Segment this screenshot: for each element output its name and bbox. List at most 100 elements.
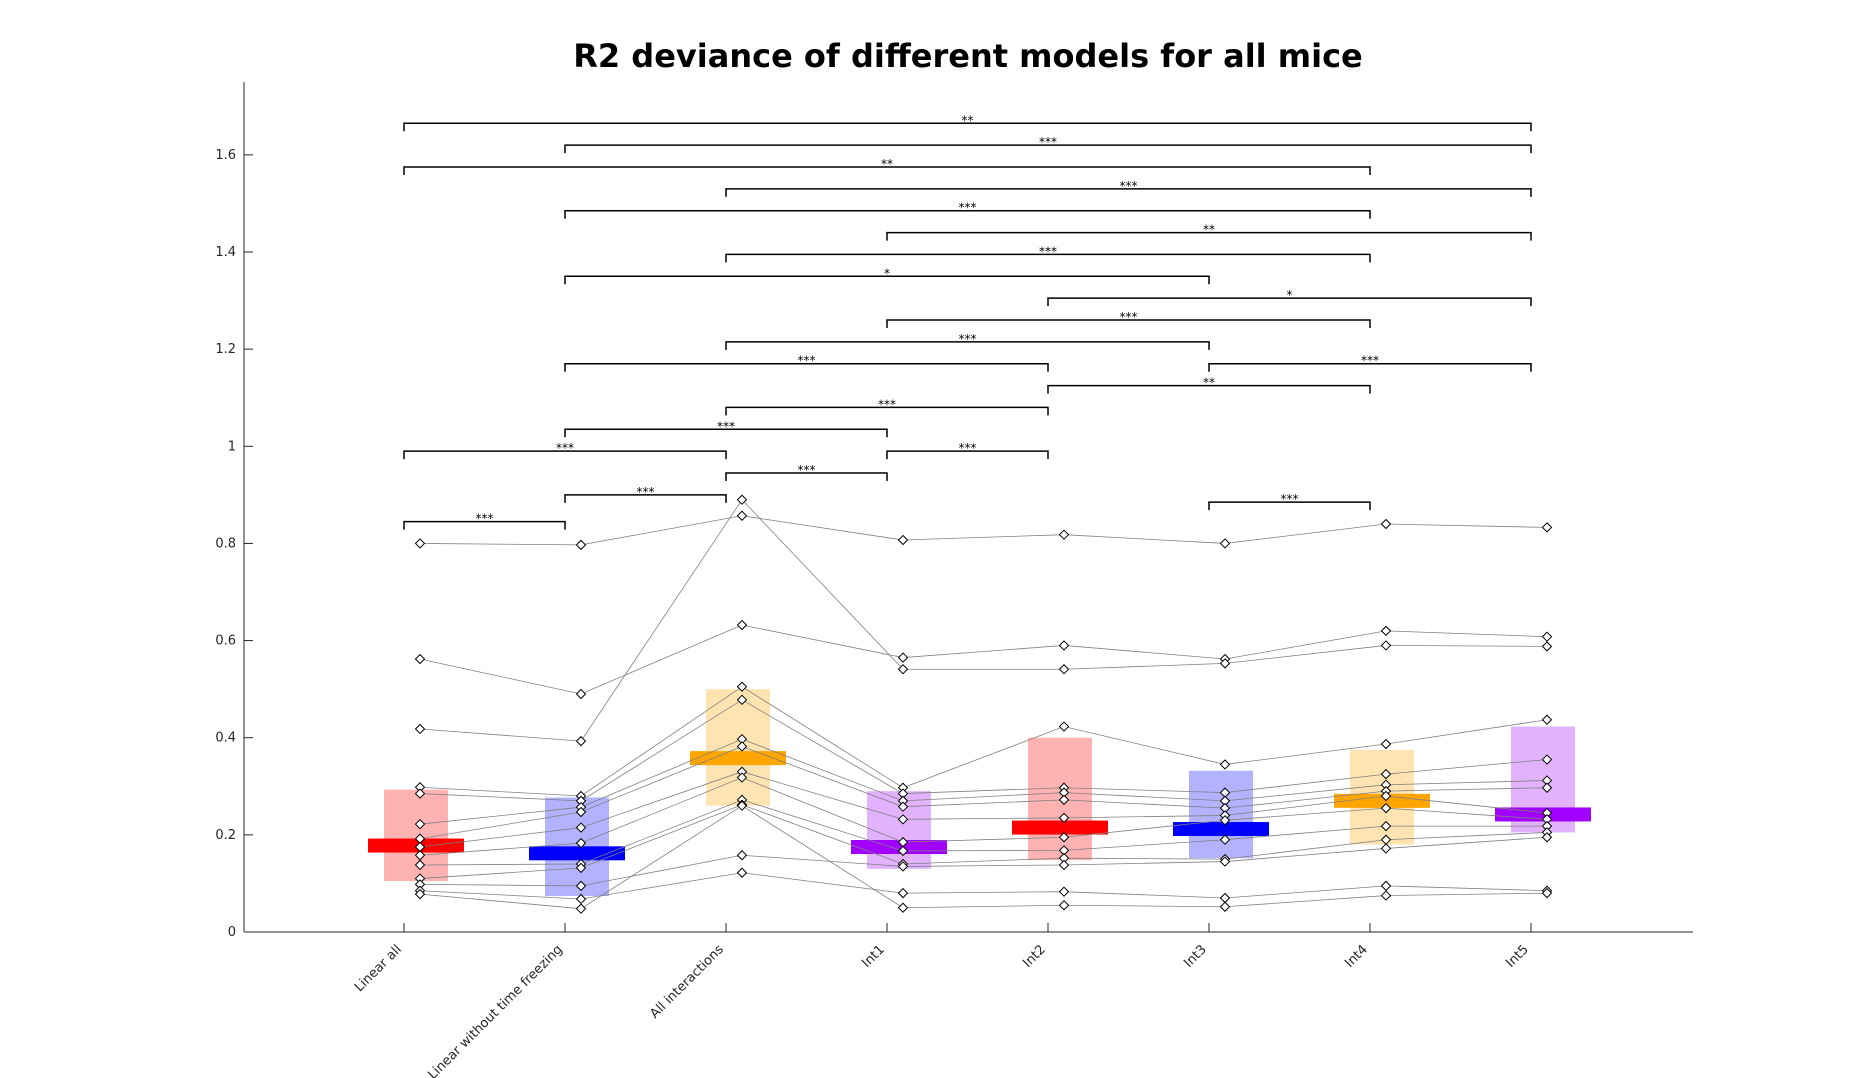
data-points — [414, 494, 1553, 914]
mean-bar — [1173, 822, 1269, 837]
significance-stars: *** — [637, 485, 655, 499]
significance-stars: *** — [1120, 179, 1138, 193]
data-point — [736, 867, 748, 878]
chart-title: R2 deviance of different models for all … — [573, 37, 1363, 75]
data-point — [1380, 790, 1392, 802]
data-point — [1219, 901, 1231, 912]
significance-stars: *** — [959, 201, 977, 215]
data-point — [736, 694, 748, 706]
data-point — [1058, 794, 1070, 806]
significance-bracket — [725, 472, 888, 481]
data-point — [1541, 782, 1553, 793]
data-point — [1380, 880, 1392, 892]
significance-bracket — [1208, 362, 1532, 372]
mouse-line — [419, 777, 1548, 856]
data-point — [897, 814, 909, 825]
data-point — [575, 880, 587, 892]
data-point — [414, 850, 426, 861]
significance-brackets: ************ ************** **************… — [403, 113, 1532, 530]
significance-bracket — [564, 144, 1532, 154]
significance-stars: *** — [878, 397, 896, 411]
mouse-line — [419, 836, 1548, 887]
mouse-line — [419, 746, 1548, 840]
data-point — [575, 893, 587, 905]
significance-bracket — [1208, 501, 1371, 511]
data-point — [1541, 832, 1553, 843]
data-point — [897, 652, 909, 663]
data-point — [575, 539, 587, 551]
data-point — [1058, 664, 1070, 675]
y-tick-label: 0.6 — [215, 634, 236, 649]
data-point — [897, 887, 909, 899]
x-tick-label: Linear without time freezing — [425, 942, 565, 1078]
data-point — [1058, 900, 1070, 911]
y-tick-label: 1.4 — [215, 245, 236, 260]
significance-stars: *** — [798, 463, 816, 477]
mouse-line — [419, 799, 1547, 866]
significance-stars: *** — [717, 419, 735, 433]
x-tick-label: Int3 — [1181, 942, 1210, 971]
data-point — [1380, 738, 1392, 750]
data-point — [1541, 754, 1553, 765]
y-tick-label: 0 — [228, 925, 236, 940]
data-point — [575, 688, 587, 700]
data-point — [1541, 522, 1553, 533]
data-point — [414, 723, 426, 735]
significance-bracket — [564, 275, 1210, 285]
significance-stars: *** — [476, 512, 494, 526]
data-point — [736, 494, 748, 505]
data-point — [1219, 892, 1231, 904]
significance-bracket — [725, 188, 1532, 197]
significance-stars: ** — [881, 157, 893, 171]
data-point — [897, 664, 909, 675]
x-tick-label: All interactions — [647, 942, 727, 1022]
summary-bands — [368, 689, 1591, 897]
significance-bracket — [1047, 297, 1532, 307]
significance-bracket — [403, 450, 727, 460]
data-point — [414, 818, 426, 830]
data-point — [736, 772, 748, 783]
mouse-line — [419, 499, 1548, 742]
significance-stars: *** — [1120, 310, 1138, 324]
mouse-line — [419, 624, 1548, 695]
data-point — [736, 850, 748, 861]
data-point — [736, 800, 748, 811]
data-point — [1541, 887, 1553, 899]
data-point — [575, 862, 587, 874]
x-tick-label: Int2 — [1020, 942, 1049, 971]
data-point — [1219, 759, 1231, 770]
mean-bar — [690, 751, 786, 766]
significance-stars: ** — [1203, 223, 1215, 237]
x-tick-label: Int5 — [1503, 942, 1532, 971]
x-tick-label: Linear all — [352, 942, 405, 995]
significance-bracket — [725, 341, 1210, 350]
y-tick-label: 0.2 — [215, 828, 236, 843]
significance-stars: *** — [798, 354, 816, 368]
significance-bracket — [564, 209, 1371, 219]
data-point — [414, 788, 426, 799]
significance-stars: *** — [556, 441, 574, 455]
data-point — [414, 859, 426, 871]
significance-bracket — [564, 494, 727, 503]
significance-stars: *** — [959, 441, 977, 455]
data-point — [575, 735, 587, 747]
significance-bracket — [886, 319, 1371, 328]
mouse-line — [419, 699, 1548, 802]
data-point — [897, 801, 909, 812]
data-point — [414, 888, 426, 900]
mean-bar — [368, 838, 464, 853]
data-point — [1219, 834, 1231, 845]
data-point — [1541, 641, 1553, 652]
significance-stars: *** — [1281, 492, 1299, 506]
y-tick-label: 1 — [228, 439, 236, 454]
significance-stars: * — [1287, 288, 1293, 302]
data-point — [1219, 856, 1231, 867]
data-point — [897, 902, 909, 913]
x-tick-label: Int4 — [1342, 942, 1371, 971]
data-point — [575, 822, 587, 833]
data-point — [1380, 802, 1392, 814]
significance-stars: * — [884, 266, 890, 280]
significance-stars: *** — [1039, 244, 1057, 258]
series-lines — [419, 499, 1548, 910]
